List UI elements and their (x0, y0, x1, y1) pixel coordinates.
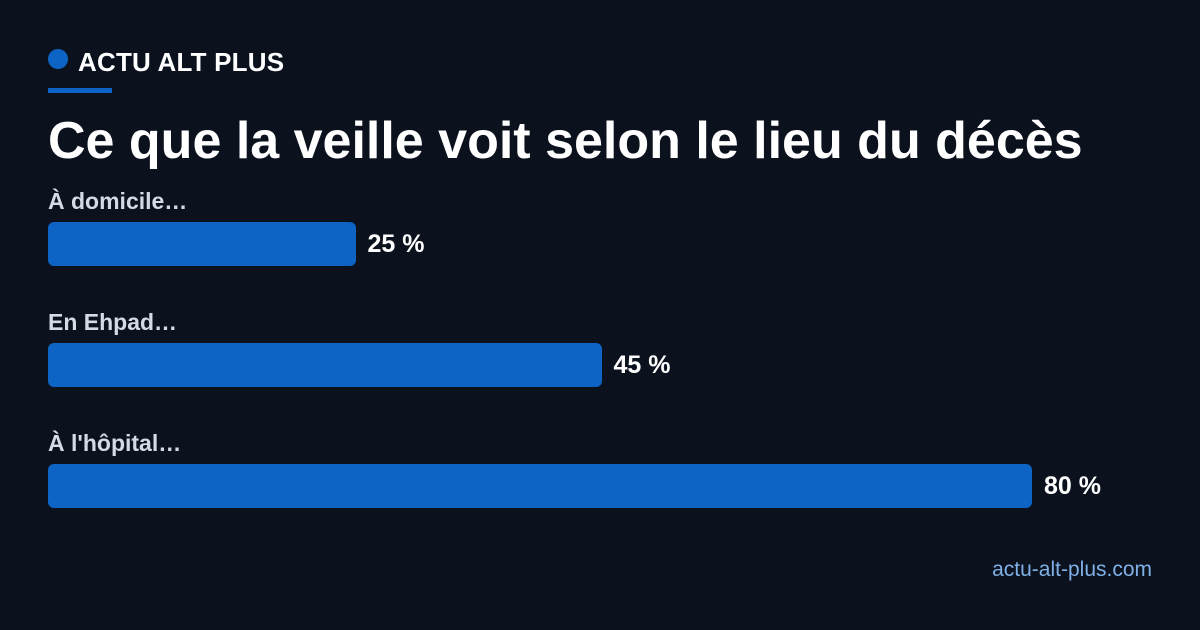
category-label: À l'hôpital… (48, 430, 182, 456)
value-label: 25 % (367, 230, 425, 258)
brand-underline (48, 88, 112, 93)
category-label: À domicile… (48, 188, 188, 214)
bar-row: À l'hôpital… 80 % (48, 426, 1152, 516)
chart-title: Ce que la veille voit selon le lieu du d… (48, 112, 1083, 170)
brand-dot-icon (48, 49, 68, 69)
brand-header: ACTU ALT PLUS (48, 44, 284, 80)
bar-chart: À domicile… 25 % En Ehpad… 45 % À l'hôpital…… (48, 184, 1152, 524)
bar-row: À domicile… 25 % (48, 184, 1152, 274)
bar (48, 343, 602, 387)
value-label: 80 % (1044, 472, 1101, 500)
bar-row: En Ehpad… 45 % (48, 305, 1152, 395)
category-label: En Ehpad… (48, 309, 178, 335)
bar (48, 464, 1032, 508)
site-url[interactable]: actu-alt-plus.com (992, 558, 1152, 581)
brand-name: ACTU ALT PLUS (78, 47, 285, 77)
value-label: 45 % (613, 351, 671, 379)
bar (48, 222, 356, 266)
